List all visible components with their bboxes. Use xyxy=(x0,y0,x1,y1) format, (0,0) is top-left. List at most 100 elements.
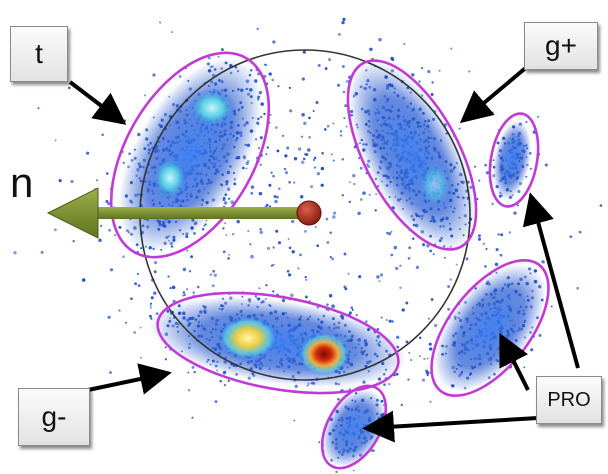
scatter-point xyxy=(449,278,452,281)
scatter-point xyxy=(331,304,335,308)
scatter-point xyxy=(290,293,294,298)
scatter-point xyxy=(259,163,262,166)
scatter-point xyxy=(369,47,373,52)
scatter-point xyxy=(476,197,479,201)
scatter-point xyxy=(72,240,75,243)
scatter-point xyxy=(388,383,391,386)
scatter-point xyxy=(326,303,329,307)
label-t: t xyxy=(10,26,68,82)
scatter-point xyxy=(537,115,540,118)
scatter-point xyxy=(378,280,381,283)
scatter-point xyxy=(385,319,388,321)
scatter-point xyxy=(232,233,235,236)
scatter-point xyxy=(302,50,306,54)
scatter-point xyxy=(107,201,111,206)
scatter-point xyxy=(106,172,109,175)
ellipse-gminus xyxy=(156,291,400,395)
scatter-point xyxy=(272,174,275,178)
scatter-point xyxy=(220,48,224,52)
scatter-point xyxy=(516,204,519,207)
scatter-point xyxy=(282,134,285,137)
scatter-point xyxy=(266,246,271,250)
scatter-point xyxy=(303,229,307,233)
scatter-point xyxy=(259,228,262,231)
scatter-point xyxy=(187,371,190,374)
scatter-point xyxy=(54,228,57,232)
scatter-point xyxy=(408,246,411,250)
scatter-point xyxy=(273,194,277,199)
scatter-point xyxy=(428,342,432,346)
scatter-point xyxy=(550,305,553,308)
scatter-point xyxy=(447,307,451,311)
scatter-point xyxy=(308,116,311,120)
arrow-head xyxy=(46,187,99,239)
scatter-point xyxy=(320,183,324,187)
scatter-point xyxy=(379,273,384,277)
scatter-point xyxy=(438,69,441,72)
scatter-point xyxy=(328,58,332,62)
scatter-point xyxy=(288,86,291,89)
scatter-point xyxy=(291,250,295,254)
scatter-point xyxy=(122,161,125,164)
scatter-point xyxy=(258,191,263,196)
scatter-point xyxy=(378,37,382,42)
scatter-point xyxy=(192,291,195,294)
scatter-points xyxy=(13,17,603,474)
scatter-point xyxy=(100,224,103,228)
scatter-point xyxy=(301,77,305,81)
ellipse-pro-small xyxy=(488,112,540,208)
cluster-gminus-peak-left xyxy=(218,316,278,360)
scatter-point xyxy=(130,297,133,301)
label-t-text: t xyxy=(35,38,43,69)
scatter-point xyxy=(544,163,548,167)
scatter-point xyxy=(303,121,307,125)
scatter-point xyxy=(236,219,240,224)
scatter-point xyxy=(432,253,435,256)
scatter-point xyxy=(329,256,332,259)
scatter-point xyxy=(70,179,74,184)
scatter-point xyxy=(293,419,296,422)
scatter-point xyxy=(154,261,158,265)
scatter-point xyxy=(410,358,413,362)
ellipse-gplus xyxy=(346,59,478,251)
scatter-point xyxy=(299,195,304,199)
scatter-point xyxy=(343,117,346,120)
label-gminus-text: g- xyxy=(41,401,67,432)
scatter-point xyxy=(227,379,230,382)
scatter-point xyxy=(302,157,306,161)
scatter-point xyxy=(348,200,352,204)
scatter-point xyxy=(341,194,345,197)
scatter-point xyxy=(412,237,415,240)
scatter-point xyxy=(258,147,260,150)
label-gplus: g+ xyxy=(524,22,598,70)
scatter-point xyxy=(348,388,351,391)
scatter-point xyxy=(355,313,358,317)
scatter-point xyxy=(169,287,172,290)
scatter-point xyxy=(341,158,345,161)
scatter-point xyxy=(313,166,317,169)
scatter-point xyxy=(191,365,195,369)
scatter-point xyxy=(122,255,125,259)
scatter-point xyxy=(390,253,394,257)
scatter-point xyxy=(331,257,335,261)
scatter-point xyxy=(349,181,352,184)
scatter-point xyxy=(538,333,542,337)
arrow-gplus xyxy=(459,64,530,124)
scatter-point xyxy=(430,298,434,301)
callout-arrows xyxy=(68,64,580,443)
scatter-point xyxy=(123,119,127,123)
scatter-point xyxy=(275,229,279,233)
scatter-point xyxy=(380,316,383,319)
label-gplus-text: g+ xyxy=(545,30,577,61)
scatter-point xyxy=(400,403,403,407)
scatter-point xyxy=(167,275,170,278)
scatter-point xyxy=(427,317,431,320)
scatter-point xyxy=(270,171,273,174)
scatter-point xyxy=(342,17,346,21)
scatter-point xyxy=(277,241,282,245)
scatter-point xyxy=(212,269,216,273)
scatter-point xyxy=(183,293,186,297)
scatter-point xyxy=(429,347,433,351)
scatter-point xyxy=(259,230,263,235)
scatter-point xyxy=(429,400,432,403)
